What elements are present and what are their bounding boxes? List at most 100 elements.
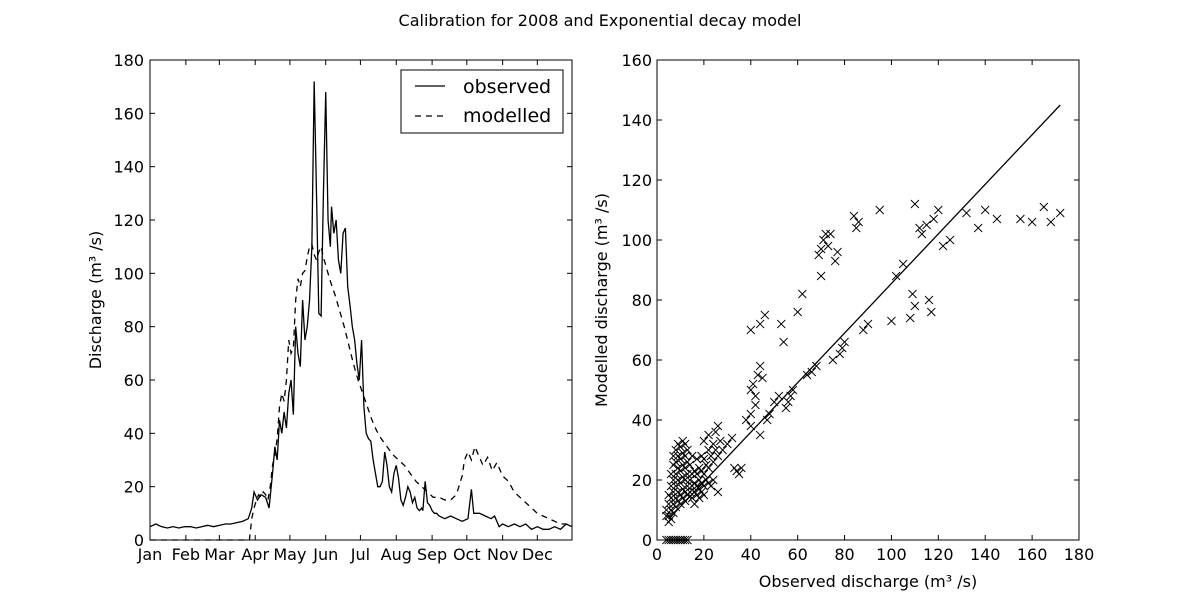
scatter-point xyxy=(704,463,713,473)
scatter-point xyxy=(718,445,727,455)
timeseries-ytick-label: 180 xyxy=(113,51,144,70)
scatter-point xyxy=(837,343,847,353)
scatter-point xyxy=(760,310,770,320)
scatter-xlabel: Observed discharge (m³ /s) xyxy=(759,572,977,591)
scatter-point xyxy=(708,457,718,467)
scatter-point xyxy=(929,214,938,224)
timeseries-xtick-label: Sep xyxy=(417,545,447,564)
scatter-point xyxy=(676,466,685,476)
scatter-point xyxy=(793,307,802,317)
timeseries-ylabel: Discharge (m³ /s) xyxy=(86,231,105,370)
scatter-point xyxy=(741,415,751,425)
timeseries-ytick-label: 0 xyxy=(134,531,144,550)
scatter-point xyxy=(671,445,681,455)
scatter-point xyxy=(814,250,824,260)
scatter-point xyxy=(755,319,765,329)
scatter-point xyxy=(666,469,676,479)
scatter-point xyxy=(680,463,690,473)
scatter-xtick-label: 180 xyxy=(1064,545,1095,564)
scatter-point xyxy=(685,475,695,485)
scatter-point xyxy=(840,337,849,347)
scatter-point xyxy=(699,469,709,479)
scatter-point xyxy=(727,433,737,443)
scatter-point xyxy=(708,439,718,449)
scatter-ytick-label: 100 xyxy=(621,231,652,250)
scatter-point xyxy=(788,385,798,395)
scatter-xtick-label: 120 xyxy=(923,545,954,564)
timeseries-ytick-label: 60 xyxy=(124,371,144,390)
scatter-point xyxy=(690,499,699,509)
timeseries-ytick-label: 20 xyxy=(124,478,144,497)
scatter-point xyxy=(664,499,674,509)
scatter-point xyxy=(992,214,1002,224)
scatter-point xyxy=(746,409,756,419)
scatter-point xyxy=(938,241,948,251)
scatter-point xyxy=(680,451,690,461)
scatter-ytick-label: 160 xyxy=(621,51,652,70)
scatter-point xyxy=(816,244,826,254)
scatter-point xyxy=(1016,214,1025,224)
scatter-point xyxy=(746,385,756,395)
scatter-point xyxy=(779,337,788,347)
scatter-point xyxy=(776,319,786,329)
scatter-point xyxy=(699,481,709,491)
scatter-point xyxy=(666,481,676,491)
scatter-point xyxy=(910,199,920,209)
scatter-point xyxy=(704,445,713,455)
timeseries-ytick-label: 140 xyxy=(113,158,144,177)
scatter-point xyxy=(849,211,859,221)
scatter-point xyxy=(685,460,695,470)
scatter-point xyxy=(748,379,758,389)
scatter-point xyxy=(828,355,838,365)
scatter-point xyxy=(833,247,842,257)
scatter-point xyxy=(945,235,955,245)
scatter-point xyxy=(915,223,924,233)
timeseries-axes-frame xyxy=(149,59,573,541)
scatter-point xyxy=(898,259,908,269)
timeseries-xtick-label: Aug xyxy=(381,545,412,564)
scatter-point xyxy=(812,361,821,371)
scatter-point xyxy=(676,499,685,509)
scatter-point xyxy=(734,469,744,479)
scatter-ytick-label: 60 xyxy=(632,351,652,370)
scatter-point xyxy=(676,442,685,452)
timeseries-xtick-label: Oct xyxy=(453,545,481,564)
scatter-point xyxy=(713,421,723,431)
scatter-point xyxy=(905,313,915,323)
scatter-point xyxy=(786,391,795,401)
scatter-point xyxy=(891,271,901,281)
scatter-point xyxy=(910,301,920,311)
scatter-point xyxy=(692,454,702,464)
scatter-point xyxy=(758,373,767,383)
scatter-point xyxy=(774,391,784,401)
scatter-point xyxy=(671,469,681,479)
scatter-point xyxy=(851,223,861,233)
scatter-point xyxy=(769,397,779,407)
scatter-plot-area xyxy=(662,104,1065,545)
scatter-point xyxy=(887,316,896,326)
timeseries-xtick-label: Nov xyxy=(487,545,518,564)
scatter-point xyxy=(826,229,835,239)
scatter-point xyxy=(934,205,943,215)
fit-line xyxy=(668,104,1061,520)
scatter-xtick-label: 80 xyxy=(834,545,854,564)
scatter-ytick-label: 0 xyxy=(642,531,652,550)
timeseries-ytick-label: 40 xyxy=(124,424,144,443)
scatter-point xyxy=(1046,217,1056,227)
scatter-point xyxy=(765,409,774,419)
scatter-point xyxy=(854,217,863,227)
scatter-point xyxy=(713,487,723,497)
scatter-xtick-label: 40 xyxy=(741,545,761,564)
scatter-ytick-label: 20 xyxy=(632,471,652,490)
scatter-point xyxy=(699,490,709,500)
scatter-point xyxy=(755,361,765,371)
scatter-point xyxy=(751,400,760,410)
scatter-xtick-label: 20 xyxy=(694,545,714,564)
scatter-point xyxy=(687,451,697,461)
scatter-point xyxy=(704,430,713,440)
scatter-point xyxy=(666,493,676,503)
scatter-xtick-label: 60 xyxy=(787,545,807,564)
scatter-axes-frame xyxy=(656,59,1080,541)
timeseries-ytick-label: 80 xyxy=(124,318,144,337)
